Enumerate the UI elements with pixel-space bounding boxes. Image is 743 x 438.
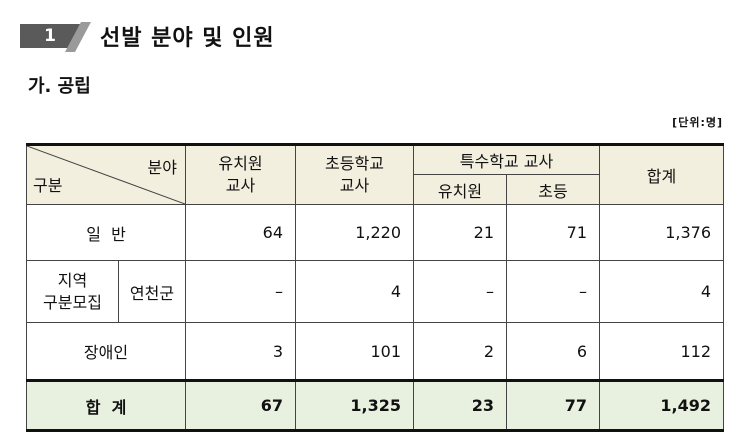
- header-kindergarten-teacher: 유치원 교사: [185, 143, 296, 205]
- corner-label-field: 분야: [147, 158, 177, 177]
- cell-value: 6: [506, 322, 600, 381]
- row-label-general: 일 반: [26, 204, 186, 261]
- header-special-kindergarten: 유치원: [413, 174, 507, 205]
- row-label-regional-line1: 지역: [57, 270, 88, 290]
- cell-value: 1,220: [295, 204, 414, 261]
- subsection-title: 가. 공립: [28, 76, 91, 97]
- total-row: 합 계 67 1,325 23 77 1,492: [26, 379, 724, 432]
- table-row: 일 반 64 1,220 21 71 1,376: [26, 204, 724, 261]
- cell-value: 4: [599, 260, 724, 323]
- header-elementary-teacher: 초등학교 교사: [295, 143, 414, 205]
- cell-value: –: [185, 260, 296, 323]
- section-title: 선발 분야 및 인원: [100, 26, 275, 51]
- recruitment-table: 분야 구분 유치원 교사 초등학교 교사 특수학교 교사 합계 유치원 초등 일…: [26, 143, 724, 432]
- table-row: 지역 구분모집 연천군 – 4 – – 4: [26, 260, 724, 323]
- row-label-total: 합 계: [26, 379, 186, 432]
- total-value: 77: [506, 379, 600, 432]
- cell-value: 101: [295, 322, 414, 381]
- total-value: 1,325: [295, 379, 414, 432]
- cell-value: 71: [506, 204, 600, 261]
- cell-value: –: [506, 260, 600, 323]
- total-value: 67: [185, 379, 296, 432]
- row-label-disabled: 장애인: [26, 322, 186, 381]
- row-label-regional: 지역 구분모집: [26, 260, 119, 323]
- header-corner-cell: 분야 구분: [26, 143, 186, 205]
- cell-value: –: [413, 260, 507, 323]
- cell-value: 4: [295, 260, 414, 323]
- unit-label: [단위:명]: [672, 116, 723, 129]
- cell-value: 64: [185, 204, 296, 261]
- header-kindergarten-line2: 교사: [225, 176, 256, 195]
- cell-value: 21: [413, 204, 507, 261]
- corner-diagonal-line: [27, 146, 185, 204]
- cell-value: 1,376: [599, 204, 724, 261]
- total-value: 23: [413, 379, 507, 432]
- cell-value: 112: [599, 322, 724, 381]
- total-value: 1,492: [599, 379, 724, 432]
- row-sublabel-yeoncheon: 연천군: [118, 260, 186, 323]
- header-elementary-line2: 교사: [339, 176, 370, 195]
- header-total: 합계: [599, 143, 724, 205]
- table-row: 장애인 3 101 2 6 112: [26, 322, 724, 381]
- section-header: 1 선발 분야 및 인원: [20, 20, 340, 52]
- header-special-school-teacher: 특수학교 교사: [413, 143, 600, 175]
- section-number-badge: 1: [20, 24, 80, 48]
- cell-value: 2: [413, 322, 507, 381]
- row-label-regional-line2: 구분모집: [43, 292, 102, 312]
- header-elementary-line1: 초등학교: [325, 154, 384, 174]
- corner-label-category: 구분: [33, 176, 63, 195]
- header-special-elementary: 초등: [506, 174, 600, 205]
- cell-value: 3: [185, 322, 296, 381]
- header-kindergarten-line1: 유치원: [218, 154, 263, 174]
